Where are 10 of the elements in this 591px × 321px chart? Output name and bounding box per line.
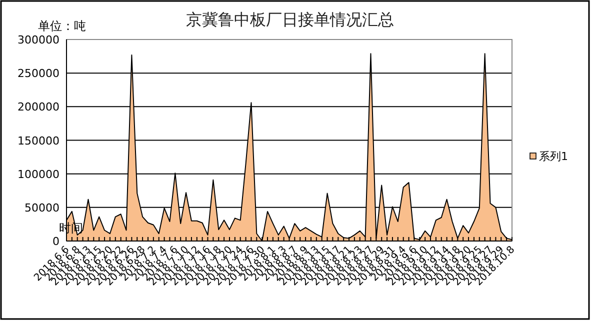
y-tick-label: 100000 xyxy=(18,168,60,181)
y-tick-label: 50000 xyxy=(24,201,60,214)
y-tick-label: 300000 xyxy=(18,34,60,46)
y-tick-label: 250000 xyxy=(18,67,60,80)
legend-label: 系列1 xyxy=(539,150,568,163)
y-tick-label: 150000 xyxy=(18,134,60,148)
y-axis-title: 单位：吨 xyxy=(38,19,86,33)
chart-title: 京冀鲁中板厂日接单情况汇总 xyxy=(186,10,394,29)
y-tick-label: 0 xyxy=(52,235,60,248)
y-tick-label: 200000 xyxy=(18,100,60,114)
